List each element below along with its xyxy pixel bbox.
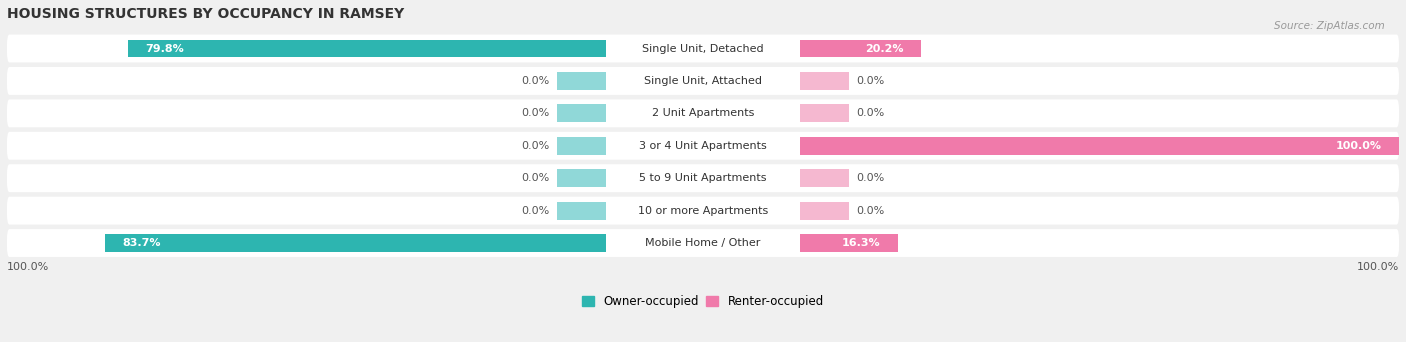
FancyBboxPatch shape: [7, 35, 1399, 63]
Bar: [800, 169, 849, 187]
Bar: [104, 234, 606, 252]
Bar: [557, 104, 606, 122]
Text: 0.0%: 0.0%: [522, 206, 550, 215]
Text: HOUSING STRUCTURES BY OCCUPANCY IN RAMSEY: HOUSING STRUCTURES BY OCCUPANCY IN RAMSE…: [7, 7, 404, 21]
Bar: [800, 40, 921, 57]
Bar: [557, 202, 606, 220]
Text: 100.0%: 100.0%: [7, 262, 49, 272]
Bar: [557, 169, 606, 187]
Bar: [800, 72, 849, 90]
FancyBboxPatch shape: [7, 197, 1399, 225]
Text: Source: ZipAtlas.com: Source: ZipAtlas.com: [1274, 21, 1385, 30]
FancyBboxPatch shape: [7, 229, 1399, 257]
Text: Single Unit, Attached: Single Unit, Attached: [644, 76, 762, 86]
Text: 0.0%: 0.0%: [856, 76, 884, 86]
FancyBboxPatch shape: [7, 100, 1399, 127]
Bar: [800, 202, 849, 220]
Text: 83.7%: 83.7%: [122, 238, 160, 248]
Text: 5 to 9 Unit Apartments: 5 to 9 Unit Apartments: [640, 173, 766, 183]
Text: 10 or more Apartments: 10 or more Apartments: [638, 206, 768, 215]
Bar: [800, 137, 1399, 155]
Text: 16.3%: 16.3%: [842, 238, 880, 248]
FancyBboxPatch shape: [7, 164, 1399, 192]
Text: 0.0%: 0.0%: [522, 173, 550, 183]
FancyBboxPatch shape: [7, 132, 1399, 160]
Text: 0.0%: 0.0%: [856, 108, 884, 118]
Text: Single Unit, Detached: Single Unit, Detached: [643, 43, 763, 53]
Bar: [557, 137, 606, 155]
Text: 0.0%: 0.0%: [856, 206, 884, 215]
Text: 0.0%: 0.0%: [522, 108, 550, 118]
Text: 2 Unit Apartments: 2 Unit Apartments: [652, 108, 754, 118]
Bar: [800, 104, 849, 122]
Bar: [557, 72, 606, 90]
Text: Mobile Home / Other: Mobile Home / Other: [645, 238, 761, 248]
Bar: [800, 234, 898, 252]
FancyBboxPatch shape: [7, 67, 1399, 95]
Text: 20.2%: 20.2%: [866, 43, 904, 53]
Text: 0.0%: 0.0%: [522, 141, 550, 151]
Text: 100.0%: 100.0%: [1357, 262, 1399, 272]
Text: 0.0%: 0.0%: [522, 76, 550, 86]
Text: 100.0%: 100.0%: [1336, 141, 1382, 151]
Text: 0.0%: 0.0%: [856, 173, 884, 183]
Legend: Owner-occupied, Renter-occupied: Owner-occupied, Renter-occupied: [582, 295, 824, 308]
Bar: [128, 40, 606, 57]
Text: 3 or 4 Unit Apartments: 3 or 4 Unit Apartments: [640, 141, 766, 151]
Text: 79.8%: 79.8%: [145, 43, 184, 53]
